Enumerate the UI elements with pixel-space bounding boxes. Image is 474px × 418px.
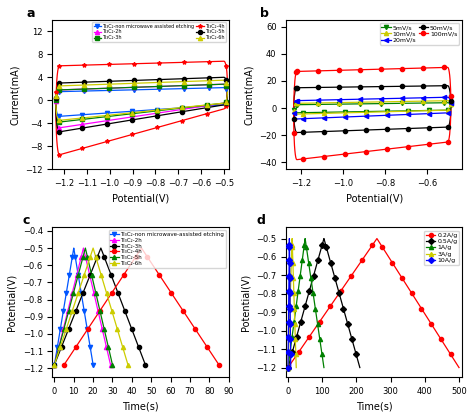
Y-axis label: Potential(V): Potential(V) xyxy=(241,273,251,331)
X-axis label: Potential(V): Potential(V) xyxy=(346,194,403,204)
Legend: 5mV/s, 10mV/s, 20mV/s, 50mV/s, 100mV/s: 5mV/s, 10mV/s, 20mV/s, 50mV/s, 100mV/s xyxy=(380,23,459,45)
Legend: Ti₃C₂-non microwave assisted etching, Ti₃C₂-2h, Ti₃C₂-3h, Ti₃C₂-4h, Ti₃C₂-5h, Ti: Ti₃C₂-non microwave assisted etching, Ti… xyxy=(92,22,226,42)
Text: d: d xyxy=(256,214,265,227)
Text: b: b xyxy=(260,7,269,20)
X-axis label: Time(s): Time(s) xyxy=(356,401,392,411)
Y-axis label: Current(mA): Current(mA) xyxy=(244,64,254,125)
Text: a: a xyxy=(26,7,35,20)
Y-axis label: Current(mA): Current(mA) xyxy=(9,64,20,125)
Legend: 0.2A/g, 0.5A/g, 1A/g, 3A/g, 10A/g: 0.2A/g, 0.5A/g, 1A/g, 3A/g, 10A/g xyxy=(424,231,459,265)
Y-axis label: Potential(V): Potential(V) xyxy=(7,273,17,331)
X-axis label: Potential(V): Potential(V) xyxy=(112,194,169,204)
Text: c: c xyxy=(23,214,30,227)
X-axis label: Time(s): Time(s) xyxy=(122,401,159,411)
Legend: Ti₃C₂-non microwave-assisted etching, Ti₃C₂-2h, Ti₃C₂-3h, Ti₃C₂-4h, Ti₃C₂-5h, Ti: Ti₃C₂-non microwave-assisted etching, Ti… xyxy=(109,230,226,268)
